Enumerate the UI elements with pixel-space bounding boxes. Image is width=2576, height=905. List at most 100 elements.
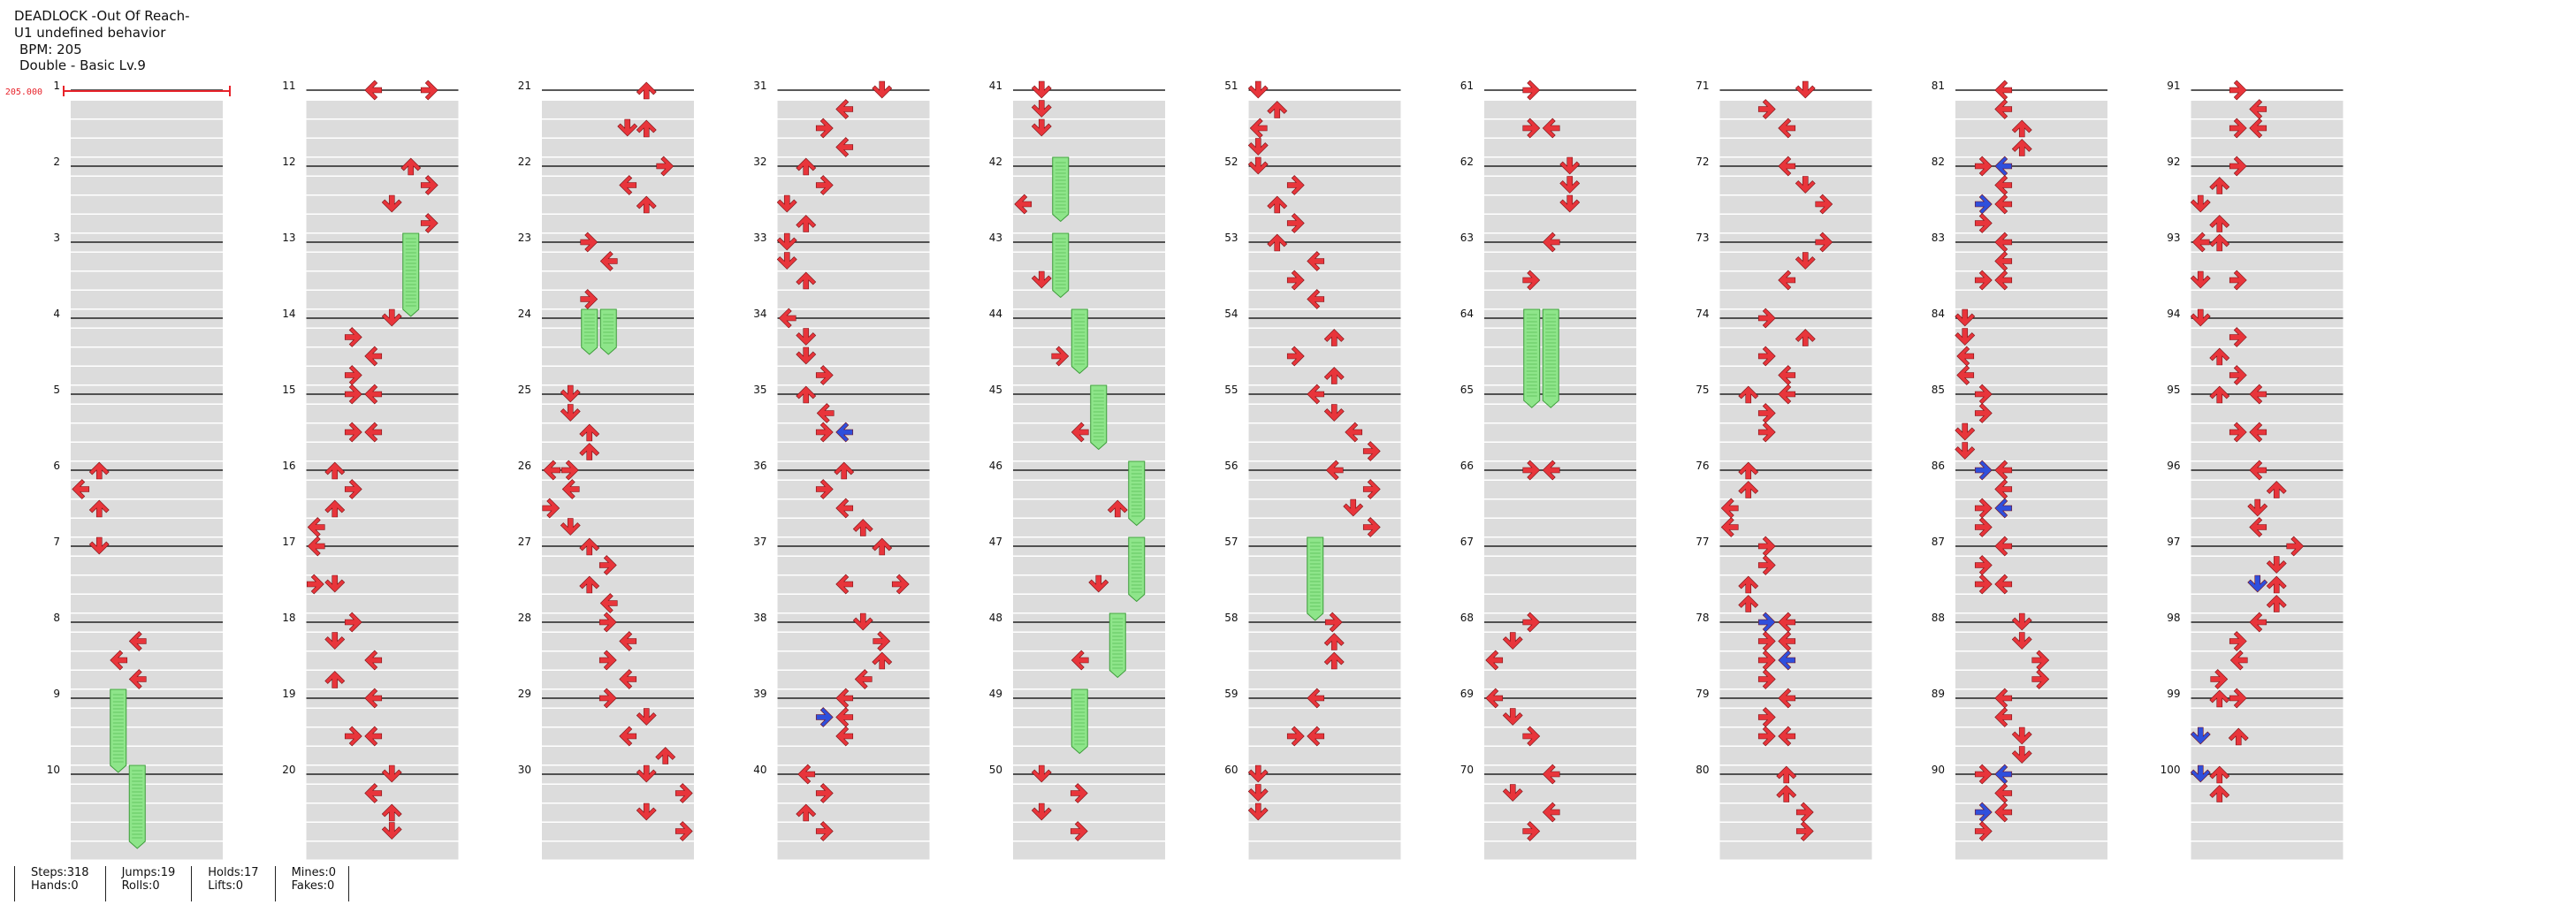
measure-number: 55	[1224, 384, 1238, 396]
arrow-note-down	[1559, 194, 1581, 213]
measure-number: 86	[1932, 460, 1945, 472]
beat-stripe	[777, 347, 930, 366]
measure-number: 2	[53, 156, 60, 168]
song-artist: U1 undefined behavior	[14, 25, 166, 41]
measure: 67	[1460, 536, 1636, 632]
step-chart: 1234567891011121314151617181920212223242…	[5, 80, 2344, 860]
beat-stripe	[1248, 405, 1401, 422]
beat-stripe	[306, 139, 459, 156]
arrow-note-right	[1815, 194, 1833, 215]
arrow-note-left	[2249, 612, 2267, 633]
arrow-note-right	[815, 118, 834, 139]
beat-stripe	[1955, 633, 2107, 650]
arrow-note-down	[776, 194, 797, 213]
arrow-note-right	[1324, 612, 1343, 633]
measure: 26	[518, 460, 694, 556]
arrow-note-right	[1757, 422, 1776, 443]
arrow-note-up	[1738, 461, 1759, 480]
measure-number: 67	[1460, 536, 1474, 548]
arrow-note-up	[1107, 499, 1128, 518]
arrow-note-right	[1362, 441, 1381, 461]
beat-stripe	[542, 519, 694, 536]
measure: 30	[518, 764, 694, 860]
arrow-note-left	[1994, 251, 2013, 271]
stat-text: Hands:0	[31, 879, 79, 893]
measure-number: 62	[1460, 156, 1474, 168]
beat-stripe	[306, 405, 459, 422]
arrow-note-up	[1776, 765, 1797, 784]
measure-number: 41	[989, 80, 1002, 92]
measure-number: 74	[1696, 308, 1709, 320]
beat-stripe	[306, 271, 459, 290]
beat-stripe	[2191, 423, 2344, 442]
arrow-note-down	[381, 764, 402, 783]
arrow-note-down	[324, 632, 346, 650]
arrow-note-right	[2229, 80, 2247, 101]
beat-stripe	[542, 785, 694, 802]
measure: 98	[2167, 612, 2344, 708]
arrow-note-right	[2229, 118, 2247, 139]
beat-stripe	[1719, 195, 1872, 214]
arrow-note-down	[2190, 270, 2211, 289]
measure-number: 80	[1696, 764, 1709, 776]
arrow-note-left	[1994, 498, 2013, 519]
arrow-note-down	[1955, 308, 1976, 327]
measure-number: 49	[989, 688, 1002, 700]
arrow-note-right	[1795, 821, 1814, 841]
arrow-note-left	[599, 251, 618, 271]
arrow-note-left	[1994, 175, 2013, 195]
arrow-note-right	[344, 327, 362, 347]
beat-stripe	[71, 481, 223, 498]
measure: 10	[47, 764, 223, 860]
measure-number: 43	[989, 232, 1002, 244]
beat-stripe	[1013, 671, 1165, 688]
arrow-note-up	[1323, 329, 1345, 346]
beat-stripe	[2191, 405, 2344, 422]
beat-stripe	[71, 803, 223, 822]
arrow-note-up	[636, 81, 657, 100]
measure-number: 23	[518, 232, 531, 244]
arrow-note-left	[1307, 688, 1325, 709]
beat-stripe	[2191, 329, 2344, 346]
beat-stripe	[1013, 841, 1165, 860]
arrow-note-left	[2249, 384, 2267, 405]
beat-stripe	[1013, 727, 1165, 746]
beat-stripe	[1955, 671, 2107, 688]
beat-stripe	[2191, 215, 2344, 232]
beat-stripe	[1484, 119, 1636, 138]
measure: 11	[282, 80, 459, 176]
measure-number: 29	[518, 688, 531, 700]
arrow-note-right	[1974, 821, 1993, 841]
beat-stripe	[542, 443, 694, 460]
arrow-note-left	[364, 783, 383, 803]
beat-stripe	[1248, 195, 1401, 214]
arrow-note-left	[1778, 688, 1796, 709]
beat-stripe	[542, 119, 694, 138]
beat-stripe	[1484, 291, 1636, 308]
arrow-note-right	[873, 631, 891, 651]
stat-text: Lifts:0	[208, 879, 243, 893]
arrow-note-right	[2229, 365, 2247, 385]
beat-stripe	[306, 841, 459, 860]
arrow-note-left	[1307, 726, 1325, 747]
beat-stripe	[2191, 557, 2344, 574]
measure: 12	[282, 156, 459, 252]
arrow-note-right	[815, 365, 834, 385]
beat-stripe	[1248, 633, 1401, 650]
beat-stripe	[777, 139, 930, 156]
measure-number: 83	[1932, 232, 1945, 244]
arrow-note-up	[2011, 139, 2032, 156]
arrow-note-right	[598, 688, 617, 709]
beat-stripe	[1484, 823, 1636, 840]
arrow-note-right	[560, 460, 579, 481]
arrow-note-up	[1738, 385, 1759, 404]
arrow-note-left	[543, 460, 561, 481]
arrow-note-right	[1974, 194, 1993, 215]
arrow-note-left	[835, 99, 854, 119]
beat-stripe	[1013, 481, 1165, 498]
arrow-note-right	[1974, 764, 1993, 785]
arrow-note-down	[872, 80, 893, 99]
measure: 84	[1932, 308, 2107, 404]
beat-stripe	[777, 443, 930, 460]
measure-number: 90	[1932, 764, 1945, 776]
